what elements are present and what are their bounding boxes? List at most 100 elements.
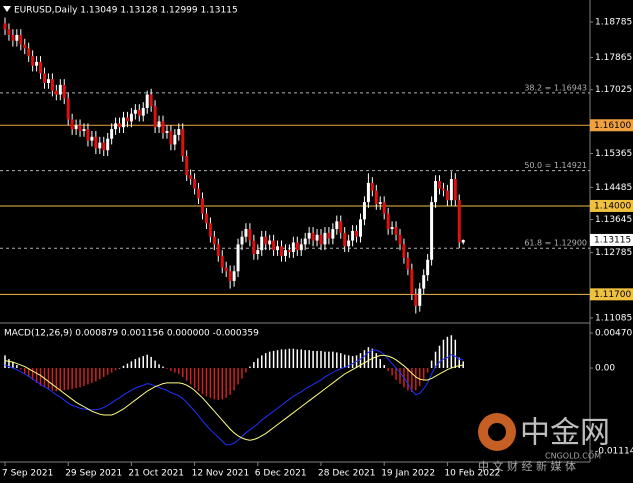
fib-label: 38.2 = 1.16943 — [524, 83, 587, 92]
macd-bar — [99, 368, 101, 380]
candle-body — [94, 136, 98, 149]
macd-bar — [328, 351, 330, 369]
last-price-box — [590, 233, 633, 246]
candle-body — [315, 234, 319, 241]
candle-body — [280, 246, 283, 256]
macd-bar — [249, 366, 251, 369]
candle-body — [185, 156, 189, 176]
macd-bar — [450, 335, 453, 369]
macd-bar — [241, 368, 243, 379]
chart-header: EURUSD,Daily 1.13049 1.13128 1.12999 1.1… — [14, 6, 238, 16]
candle-body — [46, 79, 50, 83]
candle-body — [197, 188, 201, 199]
candle-body — [114, 123, 118, 130]
candle-body — [434, 180, 438, 203]
macd-bar — [205, 368, 208, 397]
macd-bar — [276, 350, 279, 369]
macd-bar — [75, 368, 77, 389]
candle-body — [86, 129, 90, 141]
macd-bar — [300, 349, 302, 369]
macd-bar — [257, 358, 259, 369]
macd-bar — [336, 352, 338, 369]
y-tick-label: -0.011143 — [595, 447, 633, 457]
candle-body — [236, 244, 240, 272]
candle-body — [31, 56, 35, 66]
macd-bar — [193, 368, 196, 389]
macd-bar — [130, 361, 133, 369]
macd-bar — [442, 339, 445, 369]
candle-body — [15, 34, 19, 41]
candle-body — [386, 213, 390, 230]
macd-bar — [304, 350, 306, 369]
candle-body — [11, 34, 15, 41]
candle-body — [359, 219, 362, 237]
macd-line — [4, 354, 464, 441]
x-tick-label: 21 Oct 2021 — [128, 469, 184, 479]
candle-body — [118, 123, 122, 128]
candle-body — [39, 61, 43, 74]
candle-body — [224, 267, 228, 272]
candle-body — [264, 236, 268, 245]
macd-bar — [87, 368, 89, 385]
candle-body — [248, 229, 252, 241]
candle-body — [370, 182, 374, 191]
candle-body — [133, 109, 137, 114]
candle-body — [457, 200, 461, 243]
candle-body — [193, 179, 197, 189]
candle-body — [189, 175, 193, 180]
candle-body — [355, 230, 359, 237]
macd-bar — [288, 348, 291, 369]
candle-body — [141, 107, 145, 116]
macd-bar — [407, 368, 409, 391]
macd-bar — [138, 357, 141, 369]
candle-body — [351, 230, 355, 241]
macd-bar — [375, 353, 378, 369]
candle-body — [232, 271, 236, 281]
macd-bar — [312, 350, 314, 369]
candle-body — [129, 113, 133, 122]
candle-body — [307, 232, 311, 239]
macd-bar — [20, 368, 22, 370]
macd-bar — [225, 368, 227, 398]
macd-bar — [126, 363, 129, 369]
macd-bar — [16, 365, 18, 369]
watermark-brand: 中金网 — [520, 416, 610, 451]
macd-bar — [379, 359, 381, 369]
macd-bar — [426, 368, 429, 373]
candle-body — [43, 73, 46, 83]
macd-bar — [332, 351, 334, 369]
candle-body — [283, 250, 287, 256]
candle-body — [137, 109, 141, 116]
fib-label: 50.0 = 1.14921 — [524, 161, 587, 170]
x-tick-label: 19 Jan 2022 — [381, 469, 435, 479]
candle-body — [382, 202, 386, 214]
macd-bar — [122, 365, 125, 369]
macd-bar — [351, 356, 354, 369]
candle-body — [62, 84, 66, 99]
macd-bar — [51, 368, 54, 391]
candle-body — [272, 240, 276, 251]
macd-line — [4, 349, 464, 446]
candle-body — [422, 275, 426, 289]
candle-body — [78, 125, 82, 132]
macd-bar — [114, 368, 117, 371]
candle-body — [177, 129, 181, 135]
macd-bar — [308, 350, 310, 369]
y-tick-label: 1.17025 — [595, 85, 632, 95]
macd-bar — [35, 368, 38, 383]
macd-bar — [237, 368, 239, 385]
candle-body — [157, 121, 161, 128]
macd-bar — [166, 368, 168, 369]
candle-body — [327, 232, 331, 239]
candle-body — [228, 271, 232, 281]
macd-bar — [245, 368, 247, 373]
candle-body — [181, 129, 185, 157]
candle-body — [165, 131, 169, 133]
candle-body — [70, 119, 74, 130]
candle-body — [390, 227, 394, 230]
macd-bar — [43, 368, 46, 388]
macd-bar — [8, 359, 10, 369]
macd-bar — [213, 368, 216, 400]
candle-body — [299, 244, 303, 251]
